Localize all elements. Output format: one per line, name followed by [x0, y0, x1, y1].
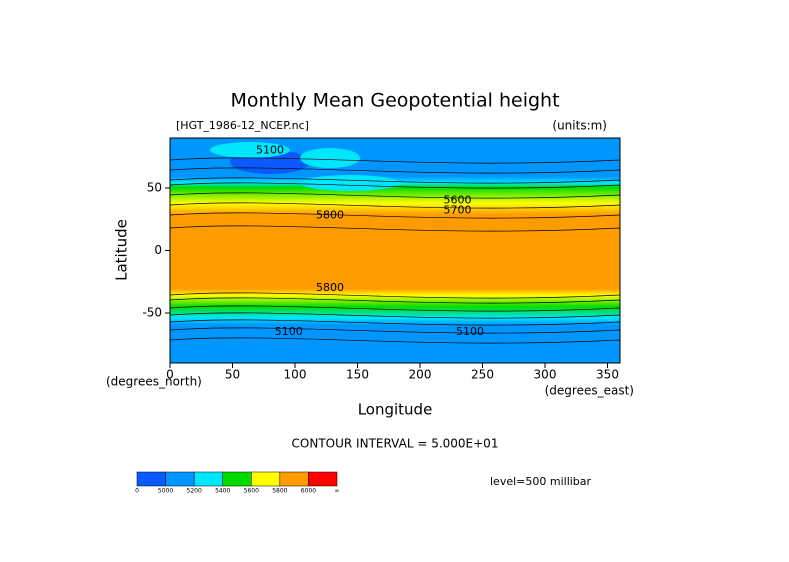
subtitle-left: [HGT_1986-12_NCEP.nc]	[176, 119, 309, 132]
contour-label: 5600	[444, 194, 472, 207]
contour-line	[169, 305, 621, 312]
colorbar-label: 0	[135, 488, 139, 495]
colorbar-label: 5400	[215, 488, 230, 495]
contour-label: 5100	[256, 144, 284, 157]
colorbar-label: 6000	[301, 488, 316, 495]
contour-label: 5100	[456, 325, 484, 338]
contour-line	[169, 337, 621, 344]
colorbar-label: 5200	[187, 488, 202, 495]
x-tick-label: 250	[471, 368, 494, 382]
contour-line	[169, 297, 621, 304]
subtitle-right: (units:m)	[552, 119, 607, 133]
x-axis-label: Longitude	[358, 401, 433, 419]
field-patch	[300, 175, 400, 191]
field-patch	[300, 148, 360, 168]
colorbar-label: 5800	[272, 488, 287, 495]
colorbar-label: ∞	[335, 488, 340, 495]
field-patch	[210, 142, 290, 158]
contour-line	[169, 212, 621, 219]
contour-interval: CONTOUR INTERVAL = 5.000E+01	[292, 437, 499, 451]
colorbar-swatch	[279, 471, 309, 487]
contour-label: 5700	[444, 204, 472, 217]
x-tick-label: 350	[596, 368, 619, 382]
colorbar-swatch	[136, 471, 166, 487]
x-unit: (degrees_east)	[545, 384, 634, 398]
x-tick-label: 150	[346, 368, 369, 382]
field	[170, 138, 620, 363]
contour-label: 5800	[316, 209, 344, 222]
contour-line	[169, 157, 621, 164]
contour-line	[169, 182, 621, 189]
y-tick-label: 50	[147, 181, 162, 195]
colorbar-swatch	[193, 471, 223, 487]
chart-title: Monthly Mean Geopotential height	[230, 90, 559, 112]
y-unit: (degrees_north)	[106, 375, 202, 389]
colorbar-swatch	[222, 471, 252, 487]
x-tick-label: 200	[409, 368, 432, 382]
x-tick-label: 100	[284, 368, 307, 382]
y-axis-label: Latitude	[113, 219, 131, 281]
colorbar-swatch	[251, 471, 281, 487]
level-label: level=500 millibar	[490, 475, 592, 488]
contour-label: 5800	[316, 281, 344, 294]
x-tick-label: 0	[166, 368, 174, 382]
colorbar-label: 5600	[244, 488, 259, 495]
y-tick-label: -50	[142, 306, 162, 320]
y-tick-label: 0	[154, 243, 162, 257]
contour-line	[169, 192, 621, 199]
colorbar-swatch	[308, 471, 338, 487]
colorbar-label: 5000	[158, 488, 173, 495]
contour-line	[169, 319, 621, 326]
x-tick-label: 300	[534, 368, 557, 382]
contour-line	[169, 167, 621, 174]
contour-line	[169, 225, 621, 232]
colorbar-swatch	[165, 471, 195, 487]
contour-line	[169, 327, 621, 334]
contour-line	[169, 292, 621, 299]
contour-line	[169, 177, 621, 184]
contour-line	[169, 202, 621, 209]
contour-line	[169, 312, 621, 319]
x-tick-label: 50	[225, 368, 240, 382]
contour-label: 5100	[275, 325, 303, 338]
